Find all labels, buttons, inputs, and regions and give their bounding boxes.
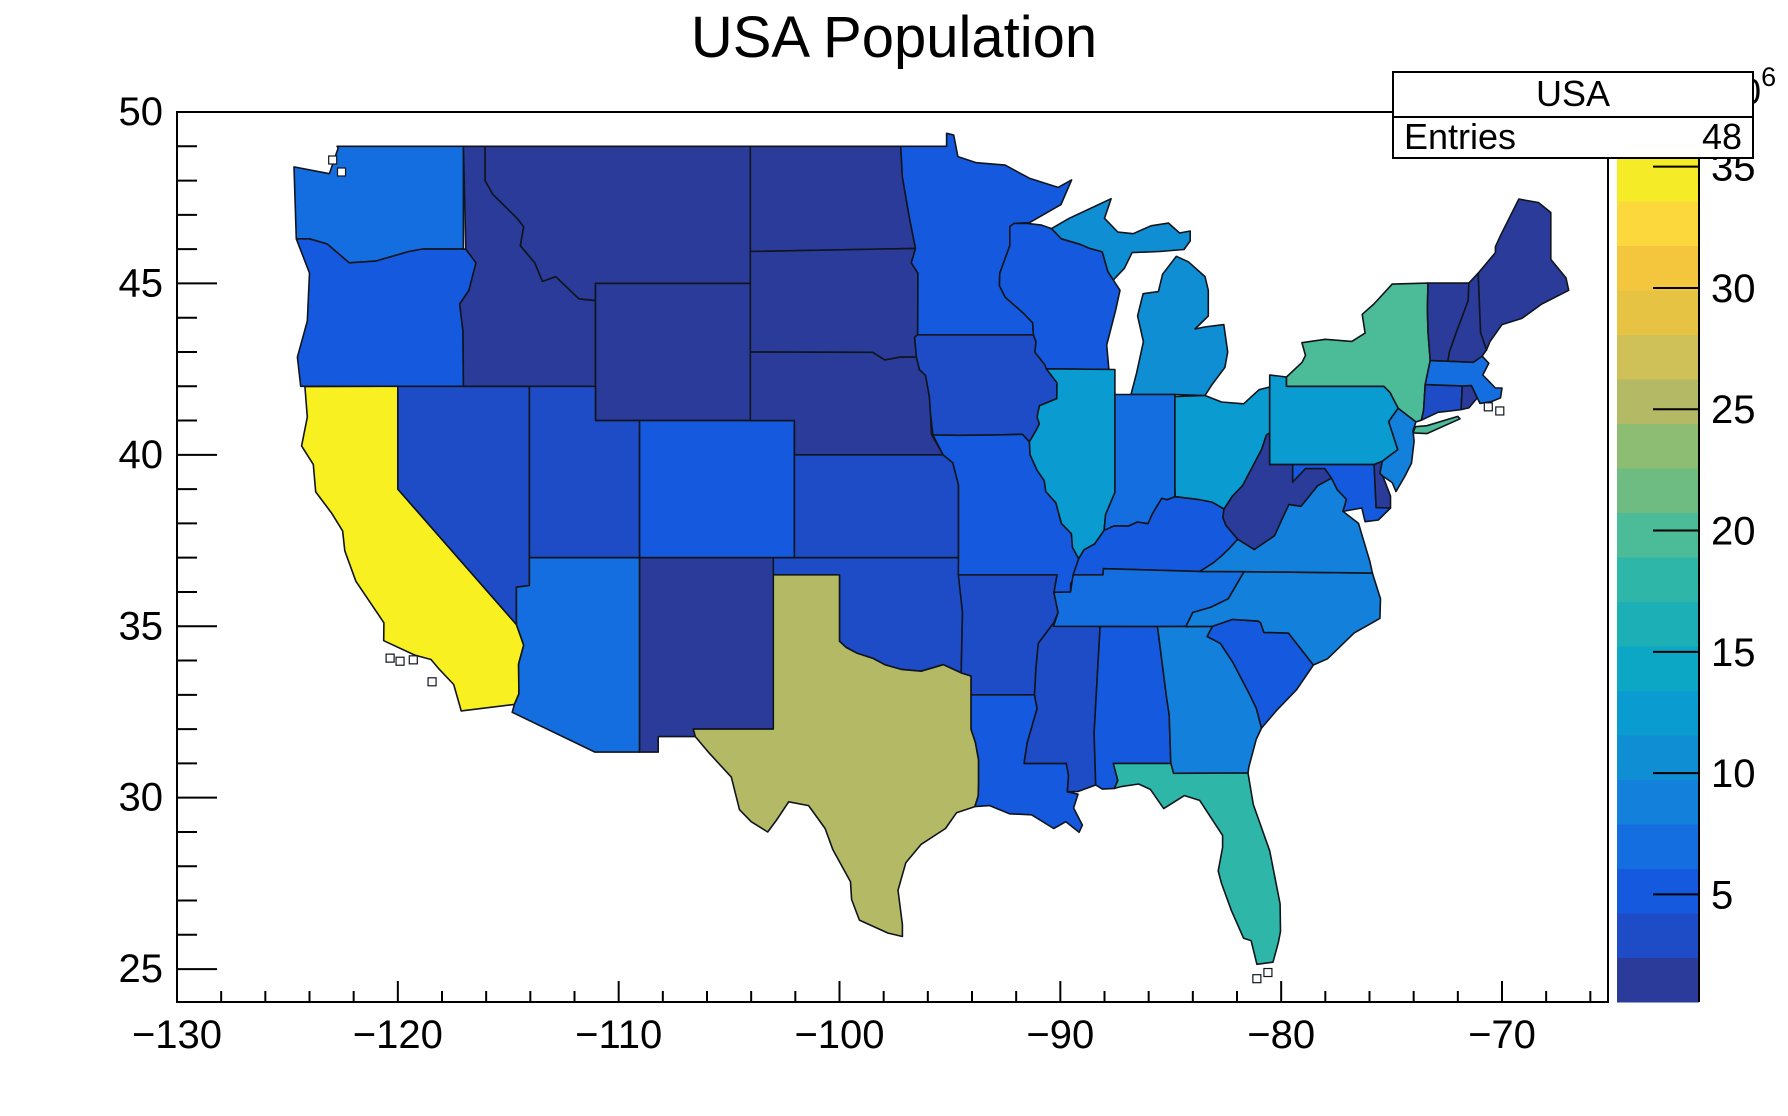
state-co — [638, 419, 796, 559]
state-az — [511, 556, 641, 753]
palette-band — [1617, 557, 1699, 602]
island — [1495, 406, 1505, 416]
island — [1483, 402, 1493, 412]
state-ks — [793, 453, 960, 559]
x-tick-label: −80 — [1247, 1013, 1315, 1057]
y-tick-label: 50 — [119, 90, 164, 134]
state-nc — [1185, 570, 1382, 666]
island — [395, 656, 405, 666]
stats-entries-label: Entries — [1404, 116, 1516, 157]
palette-band — [1617, 201, 1699, 246]
palette-band — [1617, 156, 1699, 202]
palette-band — [1617, 646, 1699, 691]
state-nd — [749, 145, 917, 253]
palette-band — [1617, 779, 1699, 825]
island — [427, 677, 437, 687]
state-wy — [594, 282, 752, 422]
y-tick-label: 30 — [119, 776, 164, 820]
y-tick-label: 25 — [119, 947, 164, 991]
state-tx — [692, 573, 980, 938]
palette-tick-label: 10 — [1711, 752, 1756, 796]
state-sd — [749, 247, 919, 361]
x-tick-label: −110 — [575, 1013, 662, 1057]
x-tick-label: −120 — [353, 1013, 443, 1057]
stats-title: USA — [1536, 73, 1610, 114]
palette-band — [1617, 468, 1699, 513]
palette-tick-label: 30 — [1711, 267, 1756, 311]
state-fl — [1112, 762, 1282, 966]
state-mi — [1130, 255, 1229, 397]
palette-tick-label: 5 — [1711, 873, 1733, 917]
island — [385, 653, 395, 663]
island — [408, 655, 418, 665]
palette-band — [1617, 690, 1699, 736]
stats-box: USA Entries 48 — [1392, 71, 1754, 159]
page-title: USA Population — [691, 5, 1097, 70]
state-mi — [1050, 197, 1191, 281]
x-tick-label: −130 — [132, 1013, 222, 1057]
stats-entries-value: 48 — [1702, 116, 1742, 157]
palette-band — [1617, 423, 1699, 469]
island — [1252, 974, 1262, 984]
island — [328, 155, 338, 165]
state-pa — [1268, 374, 1399, 466]
y-tick-label: 45 — [119, 261, 164, 305]
palette-band — [1617, 824, 1699, 869]
state-ct — [1420, 383, 1464, 422]
state-nj — [1379, 407, 1417, 493]
state-or — [295, 238, 477, 388]
y-tick-label: 35 — [119, 604, 164, 648]
palette-band — [1617, 913, 1699, 958]
x-tick-label: −70 — [1468, 1013, 1536, 1057]
palette-band — [1617, 601, 1699, 647]
palette-band — [1617, 512, 1699, 558]
state-nm — [638, 556, 775, 753]
x-tick-label: −90 — [1026, 1013, 1094, 1057]
state-me — [1477, 198, 1570, 351]
palette-tick-label: 20 — [1711, 510, 1756, 554]
island — [336, 167, 347, 177]
palette-band — [1617, 245, 1699, 291]
stats-box-frame — [1392, 71, 1754, 159]
state-ny — [1412, 415, 1461, 435]
palette-band — [1617, 334, 1699, 380]
palette-tick-label: 15 — [1711, 631, 1756, 675]
island — [1263, 967, 1273, 978]
palette-band — [1617, 957, 1699, 1003]
y-tick-label: 40 — [119, 433, 164, 477]
palette-band — [1617, 290, 1699, 335]
x-tick-label: −100 — [794, 1013, 884, 1057]
axes: −130 −120 −110 −100 −90 −80 −70 25 30 35 40 45 50 — [119, 90, 1609, 1057]
palette-tick-label: 25 — [1711, 388, 1756, 432]
palette-band — [1617, 379, 1699, 424]
palette-band — [1617, 868, 1699, 914]
usa-map — [293, 132, 1570, 984]
